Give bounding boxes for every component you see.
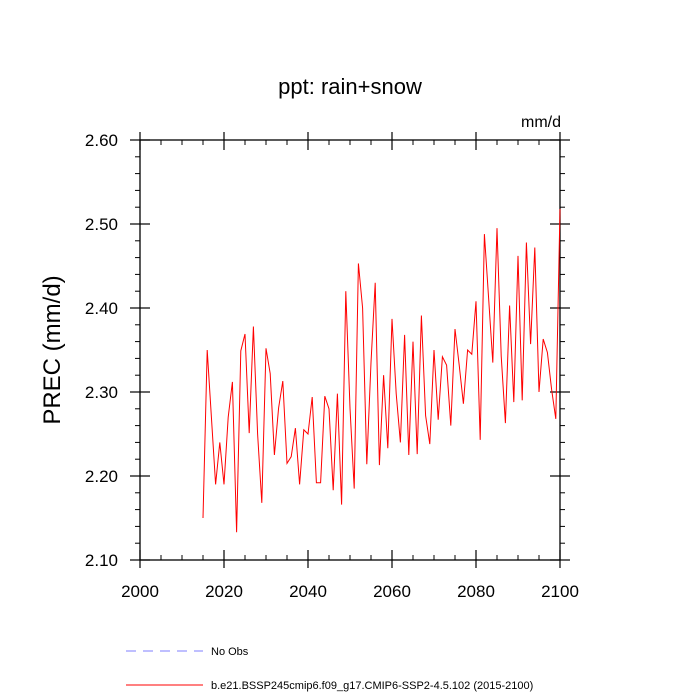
legend-label-no-obs: No Obs	[211, 646, 249, 658]
y-axis-label: PREC (mm/d)	[39, 275, 66, 424]
plot-area: 2000 2020 2040 2060 2080 2100 2.10 2.20 2.30 2.40…	[85, 131, 579, 601]
chart-title: ppt: rain+snow	[278, 74, 422, 99]
y-tick-label: 2.30	[85, 383, 118, 402]
x-tick-label: 2100	[541, 582, 579, 601]
data-lines	[202, 208, 561, 533]
legend: No Obs b.e21.BSSP245cmip6.f09_g17.CMIP6-…	[126, 646, 533, 692]
y-tick-label: 2.10	[85, 551, 118, 570]
axis-ticks	[130, 132, 570, 568]
x-tick-label: 2040	[289, 582, 327, 601]
x-tick-label: 2060	[373, 582, 411, 601]
y-tick-label: 2.40	[85, 299, 118, 318]
x-tick-label: 2000	[121, 582, 159, 601]
x-tick-label: 2080	[457, 582, 495, 601]
x-tick-label: 2020	[205, 582, 243, 601]
y-tick-label: 2.20	[85, 467, 118, 486]
legend-label-model: b.e21.BSSP245cmip6.f09_g17.CMIP6-SSP2-4.…	[211, 680, 533, 692]
axis-tick-labels: 2000 2020 2040 2060 2080 2100 2.10 2.20 2.30 2.40…	[85, 131, 579, 601]
plot-frame	[139, 139, 561, 561]
y-tick-label: 2.60	[85, 131, 118, 150]
units-label: mm/d	[521, 114, 561, 131]
series-line	[202, 208, 561, 533]
y-tick-label: 2.50	[85, 215, 118, 234]
